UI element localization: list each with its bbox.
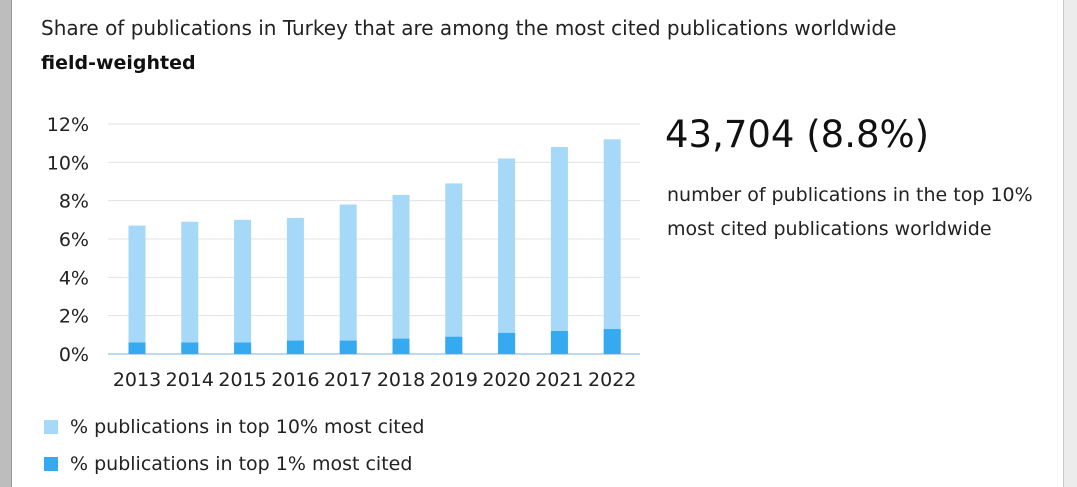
x-tick-label: 2022 xyxy=(588,369,636,391)
x-tick-label: 2013 xyxy=(113,369,161,391)
bar-top1 xyxy=(392,338,410,354)
x-tick-label: 2018 xyxy=(377,369,425,391)
bar-top1 xyxy=(550,331,568,354)
bar-top10 xyxy=(234,219,252,354)
x-tick-label: 2020 xyxy=(482,369,530,391)
x-tick-label: 2021 xyxy=(535,369,583,391)
bar-top10 xyxy=(392,194,410,354)
window-frame-right xyxy=(1063,0,1077,487)
legend-label-top10: % publications in top 10% most cited xyxy=(70,415,425,438)
bar-top1 xyxy=(128,342,146,354)
chart-subtitle: field-weighted xyxy=(41,52,196,74)
bar-top10 xyxy=(181,221,199,354)
x-tick-label: 2017 xyxy=(324,369,372,391)
bar-top10 xyxy=(339,204,357,354)
legend-item-top1: % publications in top 1% most cited xyxy=(44,445,425,482)
bar-top1 xyxy=(603,329,621,354)
y-tick-label: 2% xyxy=(59,306,89,328)
headline-value: 43,704 (8.8%) xyxy=(665,113,930,156)
bar-top10 xyxy=(498,158,516,354)
bar-top10 xyxy=(128,225,146,354)
y-tick-label: 4% xyxy=(59,267,89,289)
y-tick-label: 12% xyxy=(47,114,89,136)
x-tick-label: 2016 xyxy=(271,369,319,391)
y-tick-label: 0% xyxy=(59,344,89,366)
bar-top10 xyxy=(445,183,463,354)
legend-label-top1: % publications in top 1% most cited xyxy=(70,452,413,475)
x-tick-label: 2015 xyxy=(218,369,266,391)
headline-description: number of publications in the top 10% mo… xyxy=(667,184,1033,240)
bar-top10 xyxy=(286,217,304,354)
bar-top10 xyxy=(603,139,621,354)
x-tick-label: 2014 xyxy=(166,369,214,391)
bar-top1 xyxy=(445,336,463,354)
y-tick-label: 8% xyxy=(59,191,89,213)
legend-swatch-top10 xyxy=(44,419,58,434)
chart-legend: % publications in top 10% most cited % p… xyxy=(44,408,425,482)
bar-top1 xyxy=(286,340,304,354)
bar-top10 xyxy=(550,147,568,354)
bar-top1 xyxy=(234,342,252,354)
window-frame-left xyxy=(0,0,12,487)
y-tick-label: 10% xyxy=(47,152,89,174)
bar-top1 xyxy=(181,342,199,354)
bar-top1 xyxy=(339,340,357,354)
bar-top1 xyxy=(498,332,516,354)
chart-title: Share of publications in Turkey that are… xyxy=(41,16,897,40)
legend-item-top10: % publications in top 10% most cited xyxy=(44,408,425,445)
x-tick-label: 2019 xyxy=(430,369,478,391)
y-tick-label: 6% xyxy=(59,229,89,251)
legend-swatch-top1 xyxy=(44,456,58,471)
